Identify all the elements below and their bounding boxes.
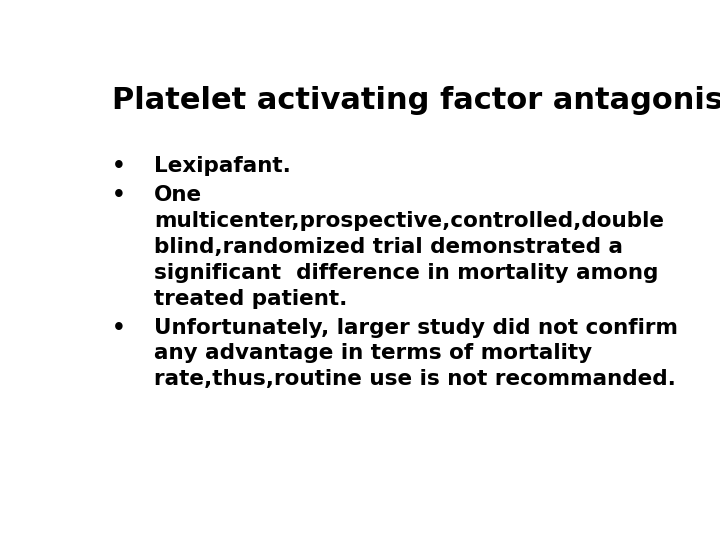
Text: •: • [112, 185, 126, 205]
Text: treated patient.: treated patient. [154, 288, 348, 308]
Text: blind,randomized trial demonstrated a: blind,randomized trial demonstrated a [154, 237, 624, 257]
Text: any advantage in terms of mortality: any advantage in terms of mortality [154, 343, 593, 363]
Text: •: • [112, 318, 126, 338]
Text: rate,thus,routine use is not recommanded.: rate,thus,routine use is not recommanded… [154, 369, 676, 389]
Text: One: One [154, 185, 202, 205]
Text: multicenter,prospective,controlled,double: multicenter,prospective,controlled,doubl… [154, 211, 664, 231]
Text: Platelet activating factor antagonist: Platelet activating factor antagonist [112, 85, 720, 114]
Text: significant  difference in mortality among: significant difference in mortality amon… [154, 263, 659, 283]
Text: Unfortunately, larger study did not confirm: Unfortunately, larger study did not conf… [154, 318, 678, 338]
Text: •: • [112, 156, 126, 176]
Text: Lexipafant.: Lexipafant. [154, 156, 291, 176]
